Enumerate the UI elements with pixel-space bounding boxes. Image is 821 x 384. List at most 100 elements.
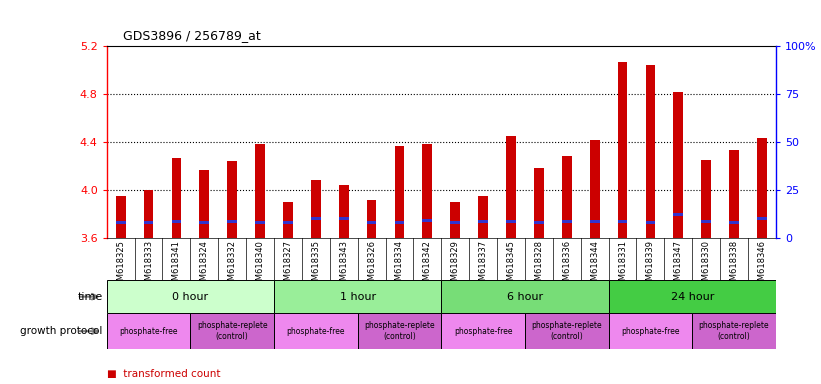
Text: GSM618344: GSM618344: [590, 240, 599, 291]
Bar: [701, 160, 711, 238]
Text: GSM618335: GSM618335: [311, 240, 320, 291]
Bar: [729, 151, 739, 238]
Bar: [478, 220, 488, 223]
Text: GSM618341: GSM618341: [172, 240, 181, 291]
Bar: [190, 313, 274, 349]
Bar: [200, 170, 209, 238]
Text: ■  transformed count: ■ transformed count: [107, 369, 220, 379]
Text: GSM618345: GSM618345: [507, 240, 516, 291]
Text: phosphate-free: phosphate-free: [287, 327, 345, 336]
Bar: [673, 92, 683, 238]
Bar: [172, 158, 181, 238]
Bar: [339, 185, 349, 238]
Text: GSM618332: GSM618332: [227, 240, 236, 291]
Bar: [617, 62, 627, 238]
Text: GSM618334: GSM618334: [395, 240, 404, 291]
Bar: [757, 217, 767, 220]
Bar: [608, 313, 692, 349]
Bar: [692, 313, 776, 349]
Text: GSM618340: GSM618340: [255, 240, 264, 291]
Text: 1 hour: 1 hour: [340, 291, 376, 302]
Bar: [144, 221, 154, 224]
Text: phosphate-replete
(control): phosphate-replete (control): [197, 321, 268, 341]
Text: 24 hour: 24 hour: [671, 291, 714, 302]
Bar: [645, 65, 655, 238]
Bar: [478, 196, 488, 238]
Bar: [283, 202, 293, 238]
Bar: [589, 140, 599, 238]
Text: phosphate-replete
(control): phosphate-replete (control): [365, 321, 435, 341]
Text: GSM618347: GSM618347: [674, 240, 683, 291]
Bar: [701, 220, 711, 223]
Bar: [589, 220, 599, 223]
Bar: [255, 221, 265, 224]
Bar: [367, 221, 377, 224]
Bar: [534, 221, 544, 224]
Text: GSM618330: GSM618330: [702, 240, 711, 291]
Text: GSM618333: GSM618333: [144, 240, 153, 291]
Text: time: time: [77, 291, 103, 302]
Text: GSM618339: GSM618339: [646, 240, 655, 291]
Bar: [116, 196, 126, 238]
Bar: [645, 221, 655, 224]
Text: GSM618328: GSM618328: [534, 240, 544, 291]
Bar: [367, 200, 377, 238]
Bar: [729, 221, 739, 224]
Bar: [274, 280, 442, 313]
Bar: [617, 220, 627, 223]
Bar: [562, 157, 571, 238]
Bar: [311, 180, 321, 238]
Text: GSM618331: GSM618331: [618, 240, 627, 291]
Text: GSM618324: GSM618324: [200, 240, 209, 291]
Bar: [395, 221, 405, 224]
Bar: [255, 144, 265, 238]
Bar: [757, 139, 767, 238]
Bar: [274, 313, 358, 349]
Text: phosphate-free: phosphate-free: [621, 327, 680, 336]
Text: GSM618337: GSM618337: [479, 240, 488, 291]
Bar: [107, 280, 274, 313]
Bar: [227, 161, 237, 238]
Bar: [339, 217, 349, 220]
Bar: [673, 213, 683, 215]
Text: GSM618342: GSM618342: [423, 240, 432, 291]
Bar: [172, 220, 181, 223]
Bar: [311, 217, 321, 220]
Bar: [451, 202, 460, 238]
Text: GSM618325: GSM618325: [116, 240, 125, 291]
Bar: [116, 221, 126, 224]
Bar: [283, 221, 293, 224]
Text: GSM618346: GSM618346: [758, 240, 767, 291]
Bar: [534, 169, 544, 238]
Text: GDS3896 / 256789_at: GDS3896 / 256789_at: [123, 29, 261, 42]
Bar: [608, 280, 776, 313]
Bar: [442, 313, 525, 349]
Text: phosphate-replete
(control): phosphate-replete (control): [531, 321, 602, 341]
Text: GSM618343: GSM618343: [339, 240, 348, 291]
Text: 0 hour: 0 hour: [172, 291, 209, 302]
Bar: [144, 190, 154, 238]
Bar: [227, 220, 237, 223]
Text: phosphate-free: phosphate-free: [454, 327, 512, 336]
Bar: [451, 221, 460, 224]
Text: phosphate-replete
(control): phosphate-replete (control): [699, 321, 769, 341]
Text: GSM618338: GSM618338: [730, 240, 739, 291]
Bar: [562, 220, 571, 223]
Bar: [200, 221, 209, 224]
Bar: [423, 144, 432, 238]
Bar: [358, 313, 442, 349]
Text: GSM618326: GSM618326: [367, 240, 376, 291]
Bar: [506, 136, 516, 238]
Text: GSM618327: GSM618327: [283, 240, 292, 291]
Text: growth protocol: growth protocol: [21, 326, 103, 336]
Text: GSM618336: GSM618336: [562, 240, 571, 291]
Bar: [525, 313, 608, 349]
Text: 6 hour: 6 hour: [507, 291, 543, 302]
Bar: [442, 280, 608, 313]
Bar: [506, 220, 516, 223]
Text: phosphate-free: phosphate-free: [119, 327, 178, 336]
Bar: [423, 218, 432, 222]
Bar: [107, 313, 190, 349]
Bar: [395, 146, 405, 238]
Text: GSM618329: GSM618329: [451, 240, 460, 291]
